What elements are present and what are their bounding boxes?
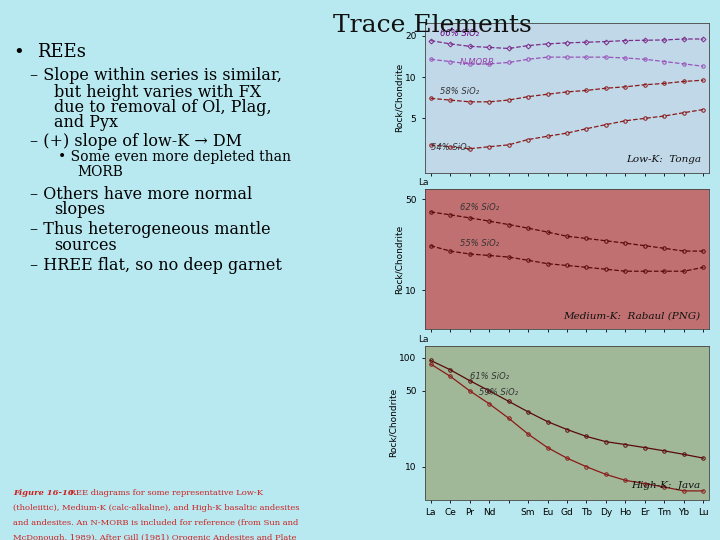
- Text: REE diagrams for some representative Low-K: REE diagrams for some representative Low…: [67, 489, 263, 497]
- Text: •: •: [13, 43, 24, 61]
- Text: – Others have more normal: – Others have more normal: [30, 186, 253, 203]
- Text: – Slope within series is similar,: – Slope within series is similar,: [30, 68, 282, 84]
- Text: 66% SiO₂: 66% SiO₂: [441, 29, 480, 38]
- Text: MORB: MORB: [78, 165, 124, 179]
- Text: 59% SiO₂: 59% SiO₂: [480, 388, 518, 397]
- Text: Figure 16-10.: Figure 16-10.: [13, 489, 76, 497]
- Y-axis label: Rock/Chondrite: Rock/Chondrite: [395, 63, 404, 132]
- Text: – (+) slope of low-K → DM: – (+) slope of low-K → DM: [30, 133, 242, 150]
- Text: Trace Elements: Trace Elements: [333, 14, 531, 37]
- Text: (tholeiitic), Medium-K (calc-alkaline), and High-K basaltic andesites: (tholeiitic), Medium-K (calc-alkaline), …: [13, 504, 300, 512]
- Text: La: La: [418, 335, 428, 344]
- Text: REEs: REEs: [37, 43, 86, 61]
- Text: La: La: [418, 178, 428, 187]
- Text: – Thus heterogeneous mantle: – Thus heterogeneous mantle: [30, 221, 271, 238]
- Text: 55% SiO₂: 55% SiO₂: [460, 239, 499, 248]
- Text: 54% SiO₂: 54% SiO₂: [431, 144, 469, 152]
- Text: High-K:  Java: High-K: Java: [631, 481, 701, 490]
- Text: N-MORB: N-MORB: [460, 57, 495, 66]
- Y-axis label: Rock/Chondrite: Rock/Chondrite: [389, 388, 398, 457]
- Text: Medium-K:  Rabaul (PNG): Medium-K: Rabaul (PNG): [564, 312, 701, 321]
- Text: sources: sources: [54, 237, 117, 253]
- Text: McDonough, 1989). After Gill (1981) Orogenic Andesites and Plate: McDonough, 1989). After Gill (1981) Orog…: [13, 534, 297, 540]
- Text: due to removal of Ol, Plag,: due to removal of Ol, Plag,: [54, 99, 271, 116]
- Text: and andesites. An N-MORB is included for reference (from Sun and: and andesites. An N-MORB is included for…: [13, 519, 298, 527]
- Y-axis label: Rock/Chondrite: Rock/Chondrite: [395, 225, 404, 294]
- Text: 62% SiO₂: 62% SiO₂: [460, 203, 499, 212]
- Text: 61% SiO₂: 61% SiO₂: [469, 372, 509, 381]
- Text: 58% SiO₂: 58% SiO₂: [441, 87, 480, 96]
- Text: slopes: slopes: [54, 201, 105, 218]
- Text: but height varies with FX: but height varies with FX: [54, 84, 261, 100]
- Text: Low-K:  Tonga: Low-K: Tonga: [626, 155, 701, 164]
- Text: – HREE flat, so no deep garnet: – HREE flat, so no deep garnet: [30, 256, 282, 273]
- Text: and Pyx: and Pyx: [54, 114, 118, 131]
- Text: • Some even more depleted than: • Some even more depleted than: [58, 150, 291, 164]
